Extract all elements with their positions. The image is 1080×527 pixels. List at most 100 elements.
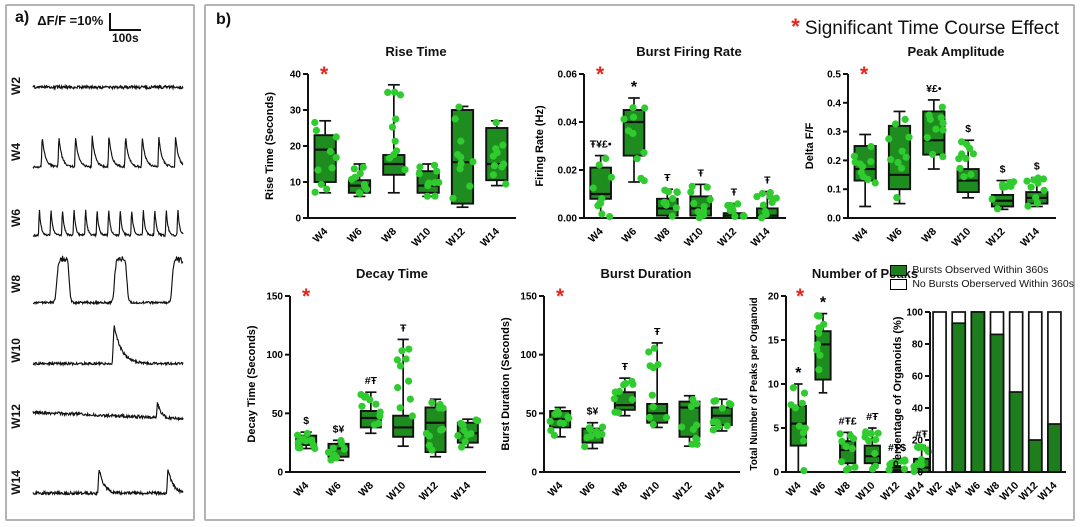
svg-text:0.00: 0.00 <box>558 214 578 225</box>
burst-firing-rate-plot: Burst Firing Rate * 0.00 0.02 0.04 0.06 Firi… <box>532 44 794 264</box>
svg-text:0.02: 0.02 <box>558 166 578 177</box>
trace-row: W10 <box>9 317 191 383</box>
svg-text:Ŧ¥£•: Ŧ¥£• <box>590 139 612 151</box>
svg-text:W12: W12 <box>417 480 441 504</box>
svg-text:W4: W4 <box>944 480 964 500</box>
significance-asterisk-icon: * <box>791 14 800 39</box>
svg-text:*: * <box>631 79 638 96</box>
plot-title: Decay Time <box>355 266 429 281</box>
svg-text:W4: W4 <box>311 226 331 246</box>
svg-text:0.3: 0.3 <box>827 127 841 138</box>
svg-text:Ŧ: Ŧ <box>400 322 407 334</box>
panel-a-label: a) <box>15 9 30 26</box>
svg-text:0.06: 0.06 <box>558 70 578 81</box>
trace-label-w12: W12 <box>9 403 23 429</box>
trace-row: W12 <box>9 383 191 449</box>
trace-label-w4: W4 <box>9 143 23 161</box>
svg-text:W4: W4 <box>784 480 804 500</box>
svg-text:Percentage of Organoids (%): Percentage of Organoids (%) <box>892 316 904 467</box>
svg-text:0: 0 <box>295 214 301 225</box>
decay-time-plot: Decay Time * 0 50 100 150 Decay Time (Second… <box>244 266 494 518</box>
trace-row: W4 <box>9 119 191 185</box>
panel-b-label: b) <box>216 11 232 28</box>
svg-text:0.5: 0.5 <box>827 70 841 81</box>
svg-text:W6: W6 <box>808 480 828 500</box>
svg-text:150: 150 <box>520 292 537 303</box>
panel-a-traces: a) ΔF/F =10% 100s W2 W4 W6 W8 W10 W12 W1… <box>5 4 195 521</box>
significant-effect-asterisk: * <box>320 63 329 86</box>
significant-effect-asterisk: * <box>796 285 805 308</box>
svg-text:W2: W2 <box>925 480 945 500</box>
svg-text:W12: W12 <box>984 226 1008 250</box>
trace-label-w8: W8 <box>9 275 23 293</box>
trace-row: W8 <box>9 251 191 317</box>
svg-text:W14: W14 <box>449 480 473 504</box>
number-of-peaks-boxplot: 0 5 10 15 20 Total Number of Peaks per Organo… <box>749 292 936 504</box>
svg-text:Ŧ: Ŧ <box>697 167 704 179</box>
burst-duration-boxplot: 0 50 100 150 Burst Duration (Seconds) W4 W6 W8 W… <box>500 292 740 504</box>
scalebar-lines <box>109 13 142 31</box>
svg-text:Ŧ: Ŧ <box>622 361 629 373</box>
bar-legend: Bursts Observed Within 360s No Bursts Ob… <box>890 264 1074 292</box>
svg-text:Firing Rate (Hz): Firing Rate (Hz) <box>534 105 546 187</box>
plot-title: Rise Time <box>385 44 447 59</box>
svg-text:Decay Time (Seconds): Decay Time (Seconds) <box>246 325 258 443</box>
significant-effect-asterisk: * <box>556 285 565 308</box>
significance-note-text: Significant Time Course Effect <box>804 18 1059 39</box>
svg-text:20: 20 <box>290 142 302 153</box>
peak-amplitude-plot: Peak Amplitude * 0.0 0.1 0.2 0.3 0.4 0.5 Delta… <box>802 44 1064 264</box>
legend-swatch-white <box>890 278 908 290</box>
legend-label: No Bursts Oberserved Within 360s <box>912 278 1074 290</box>
svg-text:W4: W4 <box>546 480 566 500</box>
significant-effect-asterisk: * <box>302 285 311 308</box>
rise-time-plot: Rise Time * 0 10 20 30 40 Rise Time (Seconds)… <box>262 44 524 264</box>
legend-swatch-green <box>890 264 908 276</box>
svg-text:100: 100 <box>520 350 537 361</box>
svg-text:W8: W8 <box>653 226 673 246</box>
svg-text:50: 50 <box>526 409 538 420</box>
scalebar-time-label: 100s <box>111 31 139 45</box>
svg-text:Ŧ: Ŧ <box>664 172 671 184</box>
svg-text:¥£•: ¥£• <box>926 83 942 95</box>
peak-amplitude-boxplot: 0.0 0.1 0.2 0.3 0.4 0.5 Delta F/F W4 W6 W8 W10 W12 W… <box>804 70 1056 250</box>
svg-text:0.04: 0.04 <box>558 118 578 129</box>
svg-text:W4: W4 <box>586 226 606 246</box>
percentage-organoids-plot: Bursts Observed Within 360s No Bursts Ob… <box>890 264 1074 518</box>
burst-duration-plot: Burst Duration * 0 50 100 150 Burst Duration… <box>498 266 748 518</box>
trace-w8 <box>33 255 184 306</box>
svg-text:0: 0 <box>773 468 779 479</box>
legend-item-bursts: Bursts Observed Within 360s <box>890 264 1074 276</box>
svg-text:W6: W6 <box>324 480 344 500</box>
plot-title: Burst Firing Rate <box>636 44 742 59</box>
svg-text:#Ŧ: #Ŧ <box>365 375 378 387</box>
svg-text:W10: W10 <box>854 480 878 504</box>
scalebar: 100s <box>109 13 142 45</box>
plot-title: Burst Duration <box>600 266 692 281</box>
trace-label-w6: W6 <box>9 209 23 227</box>
svg-text:W12: W12 <box>444 226 468 250</box>
svg-text:W10: W10 <box>639 480 663 504</box>
svg-text:30: 30 <box>290 106 302 117</box>
svg-text:100: 100 <box>266 350 283 361</box>
svg-text:W10: W10 <box>950 226 974 250</box>
svg-text:#Ŧ$: #Ŧ$ <box>888 442 906 454</box>
svg-text:W8: W8 <box>379 226 399 246</box>
svg-text:W8: W8 <box>356 480 376 500</box>
svg-text:W10: W10 <box>682 226 706 250</box>
svg-text:$: $ <box>303 415 309 427</box>
svg-text:W12: W12 <box>1017 480 1041 504</box>
svg-text:W6: W6 <box>345 226 365 246</box>
svg-text:W6: W6 <box>619 226 639 246</box>
svg-text:0: 0 <box>531 468 537 479</box>
svg-text:0.4: 0.4 <box>827 98 841 109</box>
svg-text:W10: W10 <box>410 226 434 250</box>
svg-text:W12: W12 <box>715 226 739 250</box>
svg-text:15: 15 <box>768 336 780 347</box>
svg-text:W14: W14 <box>749 226 773 250</box>
svg-text:150: 150 <box>266 292 283 303</box>
svg-text:Burst Duration (Seconds): Burst Duration (Seconds) <box>500 317 512 451</box>
svg-text:W14: W14 <box>478 226 502 250</box>
svg-text:W6: W6 <box>963 480 983 500</box>
svg-text:Total Number of Peaks per Orga: Total Number of Peaks per Organoid <box>749 297 760 470</box>
